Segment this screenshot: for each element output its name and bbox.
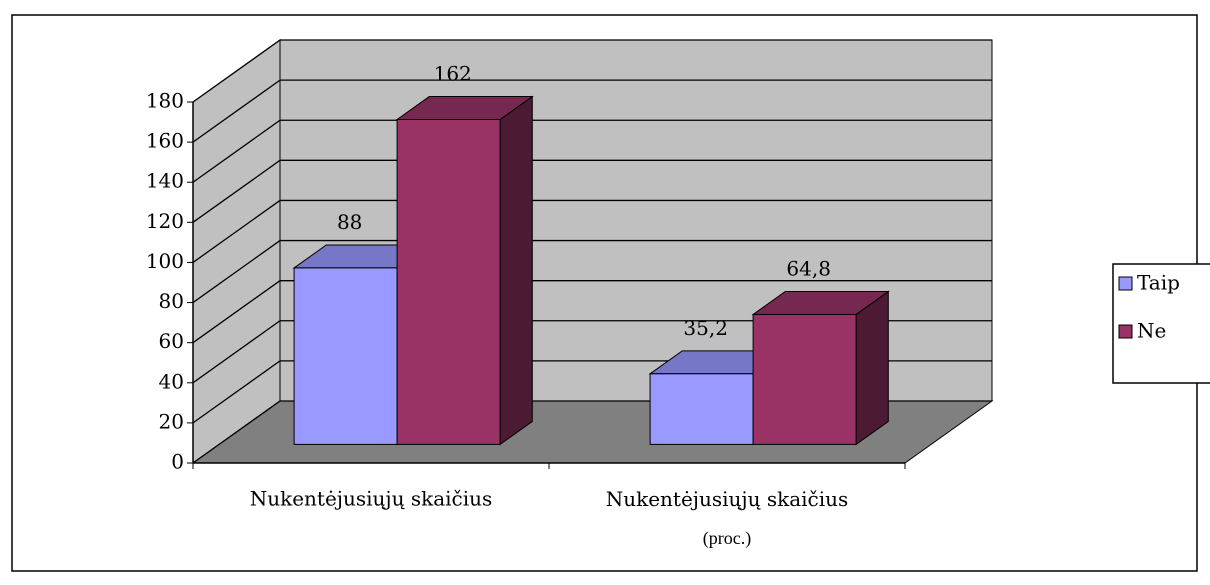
bar [395,95,534,446]
y-tick-label: 80 [159,289,184,313]
legend-label: Ne [1137,319,1166,343]
value-label: 35,2 [683,316,728,340]
bar-front [752,313,857,445]
y-tick-label: 120 [146,209,184,233]
legend-swatch [1118,276,1133,291]
y-tick-label: 100 [146,249,184,273]
y-tick-label: 140 [146,169,184,193]
grid-line [192,280,992,344]
grid-line [192,159,992,223]
grid-line [192,199,992,263]
x-tick-label-line: (proc.) [703,528,751,549]
grid-line [192,119,992,183]
value-label: 64,8 [786,256,831,280]
y-tick-label: 40 [159,369,184,393]
x-tick-label: Nukentėjusiųjų skaičius (proc.) [606,487,849,550]
x-tick-label-line: Nukentėjusiųjų skaičius [606,487,849,511]
y-tick-label: 0 [171,450,184,474]
grid-line [192,79,992,143]
bar-front [649,373,754,445]
legend-label: Taip [1137,271,1180,295]
value-label: 88 [337,210,362,234]
bar-front [293,267,398,445]
y-tick-label: 180 [146,89,184,113]
legend-swatch [1118,324,1133,339]
grid-line [192,239,992,304]
left-wall [192,39,281,464]
bar [751,290,890,446]
value-label: 162 [434,62,472,86]
bar-side [499,95,533,446]
grid-line [192,39,992,103]
bar-front [396,119,501,445]
bar-side [855,290,889,446]
x-tick-label: Nukentėjusiųjų skaičius [250,487,493,511]
y-tick-label: 20 [159,409,184,433]
y-tick-label: 60 [159,329,184,353]
y-tick-label: 160 [146,129,184,153]
